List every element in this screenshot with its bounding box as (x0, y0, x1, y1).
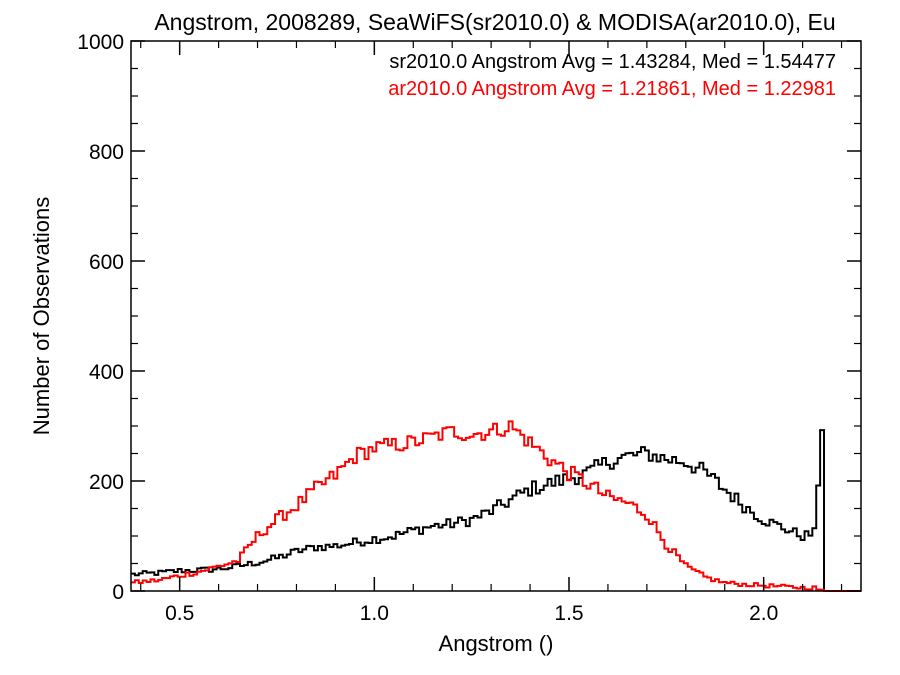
legend-entry-sr2010: sr2010.0 Angstrom Avg = 1.43284, Med = 1… (389, 51, 836, 73)
plot-area (131, 420, 861, 592)
y-tick-label: 1000 (77, 31, 124, 54)
x-tick-label: 0.5 (165, 602, 194, 625)
y-tick-label: 600 (89, 251, 124, 274)
series-line-1 (131, 420, 861, 592)
series-line-0 (131, 429, 861, 592)
y-tick-label: 800 (89, 141, 124, 164)
x-axis-label: Angstrom () (439, 631, 554, 656)
y-axis-label: Number of Observations (29, 197, 54, 435)
legend: sr2010.0 Angstrom Avg = 1.43284, Med = 1… (388, 51, 836, 100)
x-tick-label: 2.0 (749, 602, 778, 625)
x-tick-label: 1.5 (554, 602, 583, 625)
legend-entry-ar2010: ar2010.0 Angstrom Avg = 1.21861, Med = 1… (388, 78, 836, 100)
x-tick-label: 1.0 (360, 602, 389, 625)
y-tick-label: 200 (89, 471, 124, 494)
chart-title: Angstrom, 2008289, SeaWiFS(sr2010.0) & M… (154, 9, 835, 35)
y-tick-label: 0 (112, 581, 124, 604)
y-tick-label: 400 (89, 361, 124, 384)
axes: 0.5 1.0 1.5 2.0 0 200 400 600 800 1000 (77, 31, 862, 625)
